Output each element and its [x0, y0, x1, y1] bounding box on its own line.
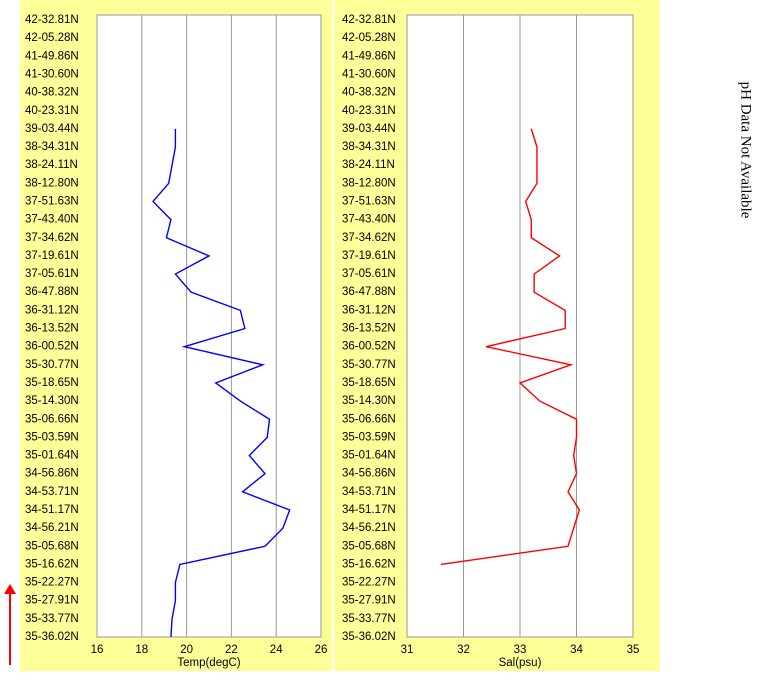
y-tick-label: 38-34.31N	[342, 141, 396, 153]
y-tick-label: 35-06.66N	[25, 413, 79, 425]
y-tick-label: 42-05.28N	[342, 32, 396, 44]
data-line	[152, 128, 291, 638]
y-tick-label: 34-56.86N	[342, 468, 396, 480]
y-tick-label: 36-00.52N	[25, 341, 79, 353]
y-tick-label: 40-23.31N	[342, 105, 396, 117]
y-tick-label: 36-31.12N	[342, 304, 396, 316]
x-tick-label: 35	[627, 644, 640, 656]
y-tick-label: 40-38.32N	[25, 87, 79, 99]
y-tick-label: 37-43.40N	[25, 214, 79, 226]
y-tick-label: 37-05.61N	[25, 268, 79, 280]
y-tick-label: 34-51.17N	[342, 504, 396, 516]
y-tick-label: 34-51.17N	[25, 504, 79, 516]
y-tick-label: 40-23.31N	[25, 105, 79, 117]
y-tick-label: 40-38.32N	[342, 87, 396, 99]
y-tick-label: 38-12.80N	[342, 177, 396, 189]
y-tick-label: 41-30.60N	[25, 68, 79, 80]
y-tick-label: 39-03.44N	[342, 123, 396, 135]
x-tick-label: 24	[270, 644, 283, 656]
x-axis-title: Temp(degC)	[177, 657, 240, 669]
y-tick-label: 36-47.88N	[25, 286, 79, 298]
x-tick-label: 32	[457, 644, 470, 656]
y-tick-label: 42-32.81N	[25, 14, 79, 26]
y-tick-label: 36-00.52N	[342, 341, 396, 353]
y-tick-label: 36-13.52N	[25, 323, 79, 335]
x-tick-label: 18	[135, 644, 148, 656]
y-tick-label: 38-24.11N	[25, 159, 78, 171]
y-tick-label: 37-43.40N	[342, 214, 396, 226]
y-tick-label: 35-05.68N	[25, 540, 79, 552]
x-tick-label: 34	[570, 644, 583, 656]
y-tick-label: 35-14.30N	[342, 395, 396, 407]
y-tick-label: 35-22.27N	[25, 577, 79, 589]
y-tick-label: 34-53.71N	[25, 486, 79, 498]
y-tick-label: 41-30.60N	[342, 68, 396, 80]
data-line	[440, 128, 581, 566]
y-tick-label: 38-12.80N	[25, 177, 79, 189]
y-tick-label: 35-06.66N	[342, 413, 396, 425]
direction-arrow-head	[4, 584, 16, 594]
y-tick-label: 34-53.71N	[342, 486, 396, 498]
y-tick-label: 34-56.21N	[342, 522, 396, 534]
y-tick-label: 35-16.62N	[25, 558, 79, 570]
x-tick-label: 16	[91, 644, 104, 656]
y-tick-label: 35-30.77N	[342, 359, 396, 371]
y-tick-label: 35-05.68N	[342, 540, 396, 552]
side-note: pH Data Not Available	[738, 82, 754, 219]
y-tick-label: 37-51.63N	[25, 196, 79, 208]
y-tick-label: 37-51.63N	[342, 196, 396, 208]
y-tick-label: 36-13.52N	[342, 323, 396, 335]
y-tick-label: 35-01.64N	[342, 450, 396, 462]
y-tick-label: 35-03.59N	[25, 431, 79, 443]
y-tick-label: 37-34.62N	[25, 232, 79, 244]
y-tick-label: 41-49.86N	[342, 50, 396, 62]
y-tick-label: 35-27.91N	[342, 595, 396, 607]
y-tick-label: 35-33.77N	[342, 613, 396, 625]
y-tick-label: 37-19.61N	[25, 250, 79, 262]
y-tick-label: 35-36.02N	[25, 631, 79, 643]
x-tick-label: 22	[225, 644, 238, 656]
y-tick-label: 36-47.88N	[342, 286, 396, 298]
y-tick-label: 35-16.62N	[342, 558, 396, 570]
y-tick-label: 35-36.02N	[342, 631, 396, 643]
y-tick-label: 37-34.62N	[342, 232, 396, 244]
y-tick-label: 39-03.44N	[25, 123, 79, 135]
y-tick-label: 34-56.21N	[25, 522, 79, 534]
y-tick-label: 42-32.81N	[342, 14, 396, 26]
y-tick-label: 35-22.27N	[342, 577, 396, 589]
y-tick-label: 37-19.61N	[342, 250, 396, 262]
y-tick-label: 38-24.11N	[342, 159, 395, 171]
y-tick-label: 41-49.86N	[25, 50, 79, 62]
y-tick-label: 35-33.77N	[25, 613, 79, 625]
y-tick-label: 35-30.77N	[25, 359, 79, 371]
y-tick-label: 38-34.31N	[25, 141, 79, 153]
x-tick-label: 31	[401, 644, 414, 656]
y-tick-label: 35-18.65N	[342, 377, 396, 389]
y-tick-label: 42-05.28N	[25, 32, 79, 44]
x-tick-label: 20	[180, 644, 193, 656]
y-tick-label: 37-05.61N	[342, 268, 396, 280]
plot-area	[96, 14, 322, 638]
y-tick-label: 34-56.86N	[25, 468, 79, 480]
y-tick-label: 36-31.12N	[25, 304, 79, 316]
y-tick-label: 35-27.91N	[25, 595, 79, 607]
y-tick-label: 35-03.59N	[342, 431, 396, 443]
y-tick-label: 35-14.30N	[25, 395, 79, 407]
x-tick-label: 33	[514, 644, 527, 656]
x-tick-label: 26	[315, 644, 328, 656]
x-axis-title: Sal(psu)	[499, 657, 542, 669]
y-tick-label: 35-01.64N	[25, 450, 79, 462]
y-tick-label: 35-18.65N	[25, 377, 79, 389]
